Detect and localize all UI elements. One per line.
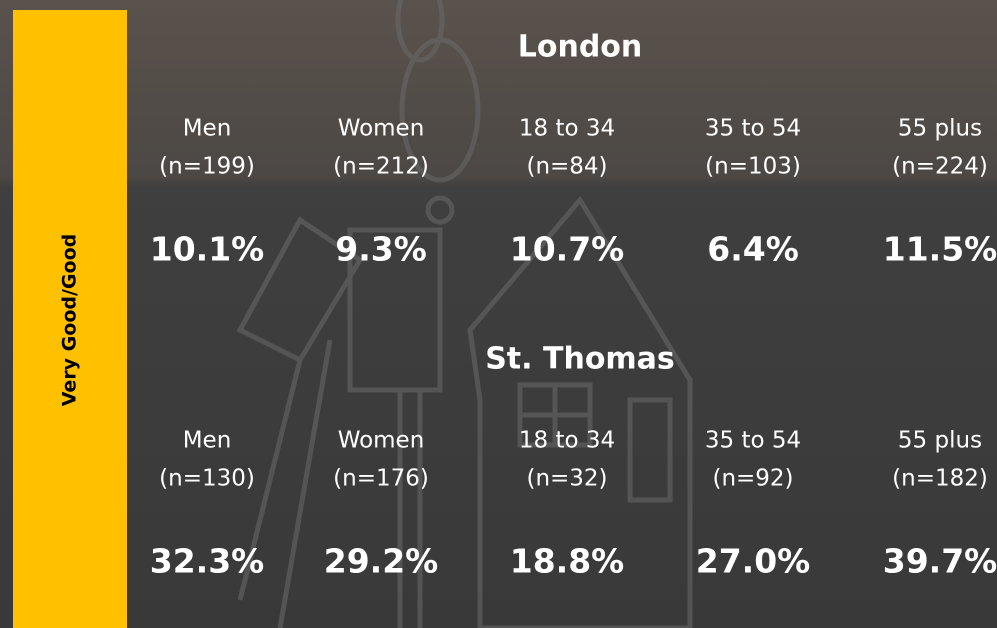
group-value: 18.8% xyxy=(510,542,625,581)
group-label: 35 to 54 xyxy=(705,116,801,142)
side-bar xyxy=(13,10,127,628)
group-n: (n=176) xyxy=(333,466,429,492)
group-n: (n=103) xyxy=(705,154,801,180)
group-label: 55 plus xyxy=(898,116,982,142)
group-value: 10.1% xyxy=(150,230,265,269)
group-value: 9.3% xyxy=(335,230,427,269)
section-title: London xyxy=(518,30,643,65)
group-label: Men xyxy=(183,116,232,142)
group-value: 10.7% xyxy=(510,230,625,269)
group-n: (n=224) xyxy=(892,154,988,180)
group-n: (n=84) xyxy=(526,154,607,180)
group-value: 39.7% xyxy=(883,542,997,581)
group-n: (n=212) xyxy=(333,154,429,180)
group-n: (n=32) xyxy=(526,466,607,492)
group-label: Women xyxy=(338,428,425,454)
group-value: 32.3% xyxy=(150,542,265,581)
group-n: (n=130) xyxy=(159,466,255,492)
section-title: St. Thomas xyxy=(485,342,675,377)
group-n: (n=199) xyxy=(159,154,255,180)
group-label: 18 to 34 xyxy=(519,116,615,142)
group-label: 35 to 54 xyxy=(705,428,801,454)
keys-photo xyxy=(236,0,693,628)
side-label: Very Good/Good xyxy=(59,234,81,406)
group-value: 29.2% xyxy=(324,542,439,581)
group-label: Men xyxy=(183,428,232,454)
group-n: (n=92) xyxy=(712,466,793,492)
group-value: 27.0% xyxy=(696,542,811,581)
group-n: (n=182) xyxy=(892,466,988,492)
group-label: Women xyxy=(338,116,425,142)
group-value: 6.4% xyxy=(707,230,799,269)
group-value: 11.5% xyxy=(883,230,997,269)
group-label: 55 plus xyxy=(898,428,982,454)
group-label: 18 to 34 xyxy=(519,428,615,454)
